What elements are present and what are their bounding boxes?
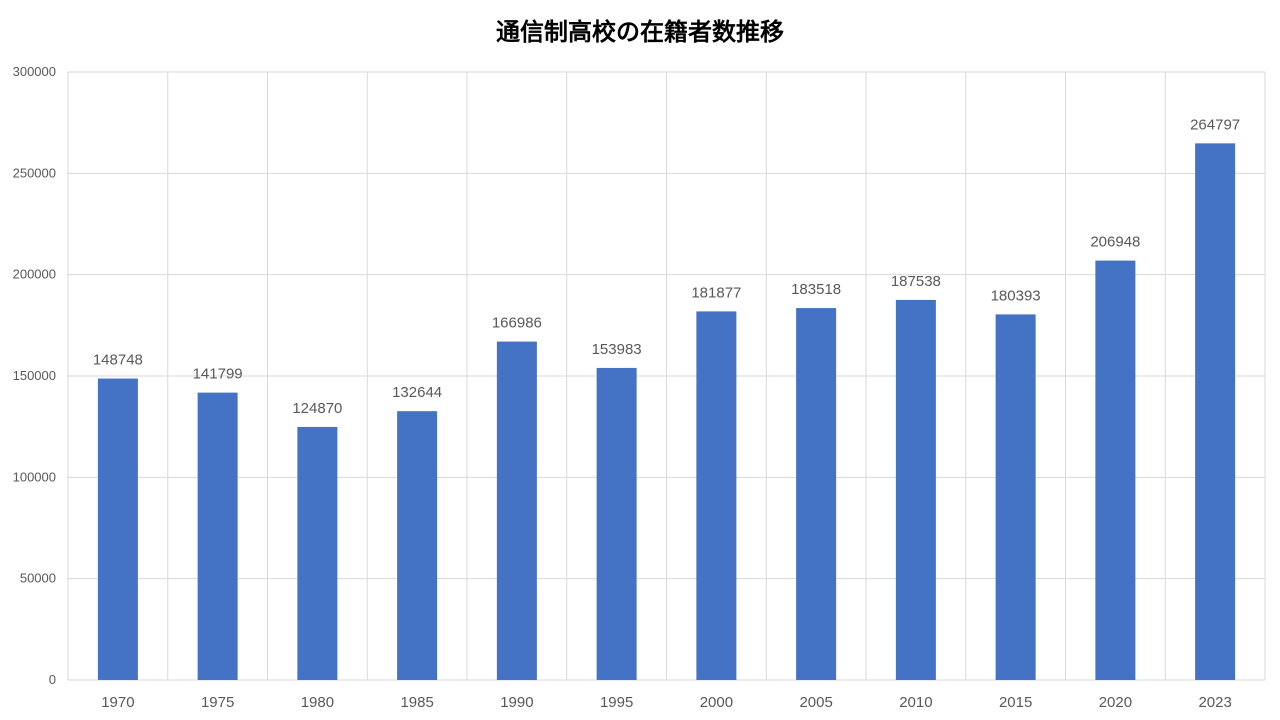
x-tick-label: 2015 [999,694,1032,711]
x-tick-label: 2000 [700,694,733,711]
grid-lines [67,71,1266,681]
bar [796,308,837,680]
x-tick-label: 1990 [500,694,533,711]
bar [895,299,936,680]
y-tick-label: 100000 [13,469,56,484]
data-label: 264797 [1190,116,1240,133]
bar [1095,260,1136,680]
data-label: 141799 [193,366,243,383]
bars [97,143,1236,681]
y-tick-label: 0 [49,672,56,687]
bar [397,411,438,680]
x-tick-label: 1995 [600,694,633,711]
bar [596,367,637,680]
bar [1195,143,1236,681]
data-label: 166986 [492,315,542,332]
bar [197,392,238,680]
y-axis: 0 50000 100000 150000 200000 250000 300000 [13,64,56,687]
x-tick-label: 1985 [400,694,433,711]
data-label: 180393 [991,287,1041,304]
y-tick-label: 250000 [13,165,56,180]
x-tick-label: 1975 [201,694,234,711]
bar [97,378,138,680]
x-tick-label: 1970 [101,694,134,711]
y-tick-label: 300000 [13,64,56,79]
data-label: 181877 [691,284,741,301]
data-label: 124870 [292,400,342,417]
data-label: 187538 [891,273,941,290]
data-label: 183518 [791,281,841,298]
chart-title: 通信制高校の在籍者数推移 [496,18,784,46]
y-tick-label: 150000 [13,368,56,383]
bar [995,314,1036,680]
x-tick-label: 2023 [1198,694,1231,711]
data-label: 148748 [93,352,143,369]
bar [496,341,537,680]
data-label: 132644 [392,384,442,401]
bar [297,426,338,680]
y-tick-label: 200000 [13,267,56,282]
x-tick-label: 2005 [799,694,832,711]
x-tick-label: 2020 [1099,694,1132,711]
x-tick-label: 2010 [899,694,932,711]
y-tick-label: 50000 [20,571,56,586]
data-label: 206948 [1090,234,1140,251]
bar [696,311,737,680]
x-axis: 1970 1975 1980 1985 1990 1995 2000 2005 2010 2015… [101,694,1232,711]
data-label: 153983 [592,341,642,358]
data-labels: 148748 141799 124870 132644 166986 153983 1818… [93,116,1240,417]
x-tick-label: 1980 [301,694,334,711]
